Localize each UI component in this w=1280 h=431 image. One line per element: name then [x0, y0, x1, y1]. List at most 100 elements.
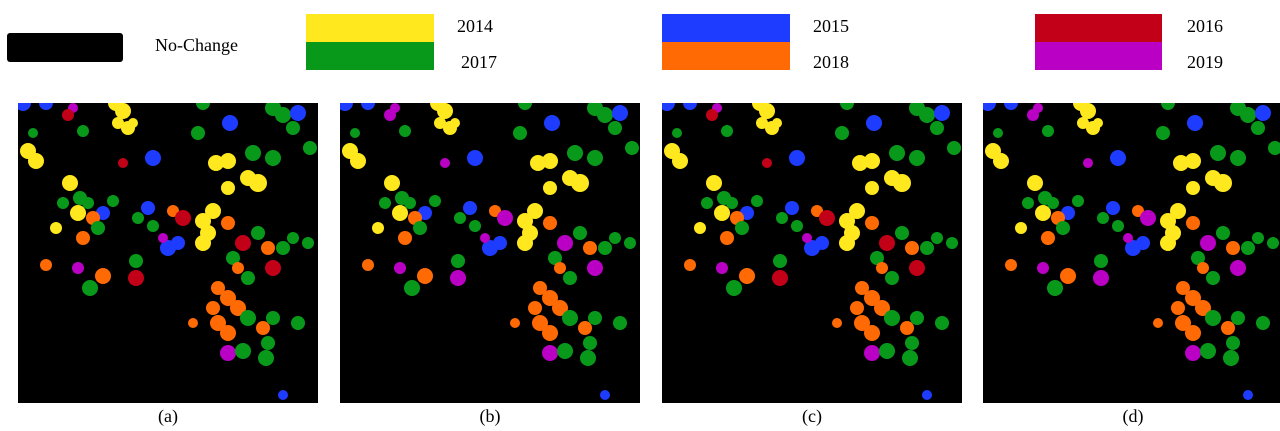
legend-label: 2017	[461, 52, 497, 72]
change-region	[1240, 107, 1256, 123]
change-region	[1256, 316, 1270, 330]
change-region	[220, 325, 236, 341]
change-region	[1110, 150, 1126, 166]
change-region	[171, 236, 185, 250]
change-region	[1106, 201, 1120, 215]
change-region	[222, 115, 238, 131]
change-region	[865, 216, 879, 230]
change-region	[844, 225, 860, 241]
change-region	[39, 96, 53, 110]
change-region	[261, 241, 275, 255]
change-region	[510, 318, 520, 328]
change-region	[220, 153, 236, 169]
change-region	[542, 153, 558, 169]
change-region	[762, 158, 772, 168]
change-region	[542, 325, 558, 341]
change-region	[1186, 181, 1200, 195]
change-region	[578, 321, 592, 335]
change-region	[909, 150, 925, 166]
change-region	[1022, 197, 1034, 209]
change-region	[241, 271, 255, 285]
change-region	[554, 262, 566, 274]
change-region	[791, 220, 803, 232]
change-region	[251, 226, 265, 240]
change-region	[1197, 262, 1209, 274]
change-region	[1077, 117, 1089, 129]
change-region	[158, 233, 168, 243]
change-region	[612, 105, 628, 121]
change-region	[946, 237, 958, 249]
legend-label: 2015	[813, 16, 849, 36]
change-region	[1205, 170, 1221, 186]
change-region	[739, 268, 755, 284]
change-region	[573, 226, 587, 240]
change-region	[1223, 350, 1239, 366]
change-region	[513, 126, 527, 140]
change-region	[287, 232, 299, 244]
change-region	[1047, 197, 1059, 209]
legend-label: 2014	[457, 16, 493, 36]
change-region	[910, 311, 924, 325]
change-region	[659, 95, 675, 111]
change-region	[379, 197, 391, 209]
change-region	[1230, 150, 1246, 166]
change-region	[132, 212, 144, 224]
change-region	[895, 226, 909, 240]
change-region	[1123, 233, 1133, 243]
change-region	[672, 128, 682, 138]
change-region	[40, 259, 52, 271]
change-region	[1005, 259, 1017, 271]
change-region	[785, 201, 799, 215]
change-region	[1056, 221, 1070, 235]
change-region	[1153, 318, 1163, 328]
change-region	[935, 316, 949, 330]
change-region	[469, 220, 481, 232]
legend-label: 2019	[1187, 52, 1223, 72]
change-region	[350, 128, 360, 138]
change-region	[1226, 336, 1240, 350]
change-region	[118, 158, 128, 168]
change-region	[542, 345, 558, 361]
change-region	[518, 96, 532, 110]
change-region	[1200, 343, 1216, 359]
change-region	[1210, 145, 1226, 161]
change-region	[129, 254, 143, 268]
change-region	[480, 233, 490, 243]
change-region	[1080, 103, 1096, 119]
change-region	[82, 197, 94, 209]
change-region	[265, 150, 281, 166]
figure: No-Change 2014 2017 2015 2018 2016 2019 …	[0, 0, 1280, 431]
change-region	[608, 121, 622, 135]
legend-swatch	[306, 42, 434, 70]
change-region	[587, 150, 603, 166]
change-region	[625, 141, 639, 155]
change-region	[1015, 222, 1027, 234]
change-region	[290, 105, 306, 121]
change-region	[437, 103, 453, 119]
legend-swatch	[306, 14, 434, 42]
change-region	[417, 268, 433, 284]
change-region	[72, 262, 84, 274]
change-region	[240, 310, 256, 326]
change-region	[232, 262, 244, 274]
change-region	[399, 125, 411, 137]
change-region	[885, 271, 899, 285]
change-region	[266, 311, 280, 325]
change-region	[493, 236, 507, 250]
panel-caption: (d)	[1123, 406, 1144, 427]
change-region	[562, 310, 578, 326]
change-region	[714, 205, 730, 221]
panel-caption: (b)	[480, 406, 501, 427]
legend-label: No-Change	[155, 35, 238, 55]
change-region	[909, 260, 925, 276]
legend-label: 2018	[813, 52, 849, 72]
panel-caption: (c)	[802, 406, 822, 427]
change-region	[993, 153, 1009, 169]
change-region	[864, 153, 880, 169]
change-region	[1251, 121, 1265, 135]
change-region	[789, 150, 805, 166]
change-region	[175, 210, 191, 226]
change-region	[849, 203, 865, 219]
change-region	[889, 145, 905, 161]
change-region	[141, 201, 155, 215]
